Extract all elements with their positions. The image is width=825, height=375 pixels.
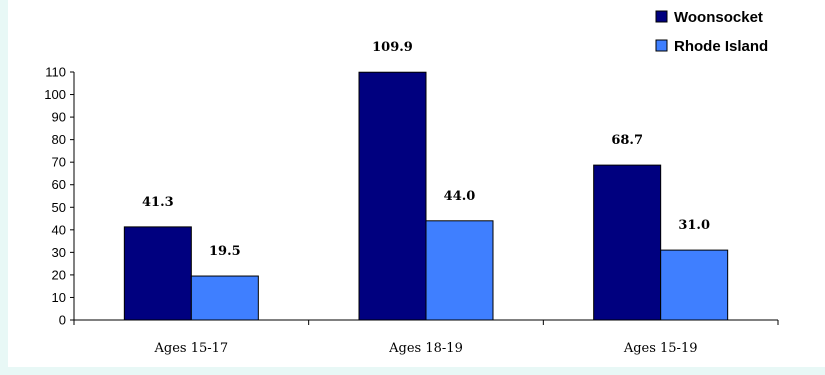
bar [425,220,494,321]
legend-label-rhode-island: Rhode Island [674,38,768,55]
data-label: 19.5 [209,244,241,259]
bar [358,71,427,321]
data-label: 44.0 [444,189,476,204]
y-tick-label: 110 [45,65,66,80]
y-tick-label: 40 [52,222,66,237]
data-label: 31.0 [678,218,710,233]
y-tick-label: 80 [52,132,66,147]
y-tick-label: 0 [59,313,66,328]
legend-swatch-rhode-island [655,39,668,52]
data-label: 109.9 [372,40,413,55]
y-tick-label: 60 [52,177,66,192]
legend-swatch-woonsocket [655,10,668,23]
y-tick-label: 50 [52,200,66,215]
x-category-label: Ages 15-19 [623,341,698,356]
data-label: 41.3 [142,195,174,210]
y-tick-label: 10 [52,290,66,305]
x-category-label: Ages 18-19 [388,341,463,356]
data-label: 68.7 [611,133,643,148]
y-tick-label: 20 [52,267,66,282]
legend: Woonsocket Rhode Island [655,9,768,55]
bar [123,226,192,321]
y-tick-label: 70 [52,155,66,170]
x-category-label: Ages 15-17 [153,341,228,356]
data-labels: 41.3 19.5 109.9 44.0 68.7 31.0 [142,40,710,259]
bar [593,164,662,321]
bar [660,249,729,321]
y-tick-label: 100 [44,87,66,102]
bars [123,71,729,321]
y-tick-label: 30 [52,245,66,260]
legend-label-woonsocket: Woonsocket [674,9,763,26]
y-tick-label: 90 [52,110,66,125]
bar [190,275,259,321]
